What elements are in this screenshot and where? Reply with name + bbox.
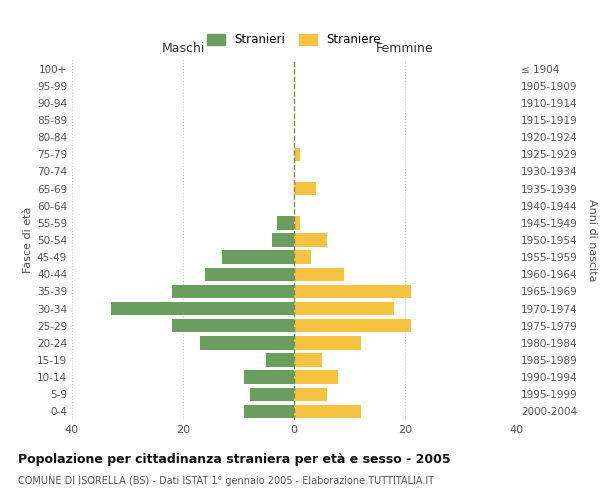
Bar bbox=[294, 182, 316, 196]
Bar bbox=[294, 319, 410, 332]
Bar bbox=[294, 302, 394, 316]
Bar bbox=[222, 250, 294, 264]
Bar bbox=[111, 302, 294, 316]
Bar bbox=[294, 216, 299, 230]
Bar bbox=[294, 148, 299, 161]
Bar bbox=[250, 388, 294, 401]
Bar bbox=[244, 404, 294, 418]
Bar bbox=[294, 336, 361, 349]
Text: COMUNE DI ISORELLA (BS) - Dati ISTAT 1° gennaio 2005 - Elaborazione TUTTITALIA.I: COMUNE DI ISORELLA (BS) - Dati ISTAT 1° … bbox=[18, 476, 434, 486]
Text: Maschi: Maschi bbox=[161, 42, 205, 55]
Bar bbox=[294, 268, 344, 281]
Bar bbox=[294, 284, 410, 298]
Bar bbox=[294, 404, 361, 418]
Bar bbox=[200, 336, 294, 349]
Legend: Stranieri, Straniere: Stranieri, Straniere bbox=[203, 30, 385, 50]
Text: Popolazione per cittadinanza straniera per età e sesso - 2005: Popolazione per cittadinanza straniera p… bbox=[18, 452, 451, 466]
Bar bbox=[294, 234, 328, 246]
Bar bbox=[244, 370, 294, 384]
Bar bbox=[277, 216, 294, 230]
Text: Femmine: Femmine bbox=[376, 42, 434, 55]
Bar bbox=[266, 354, 294, 366]
Bar bbox=[294, 370, 338, 384]
Bar bbox=[294, 388, 328, 401]
Bar bbox=[294, 250, 311, 264]
Y-axis label: Anni di nascita: Anni di nascita bbox=[587, 198, 597, 281]
Bar bbox=[205, 268, 294, 281]
Bar bbox=[172, 319, 294, 332]
Bar bbox=[294, 354, 322, 366]
Bar bbox=[272, 234, 294, 246]
Bar bbox=[172, 284, 294, 298]
Y-axis label: Fasce di età: Fasce di età bbox=[23, 207, 33, 273]
